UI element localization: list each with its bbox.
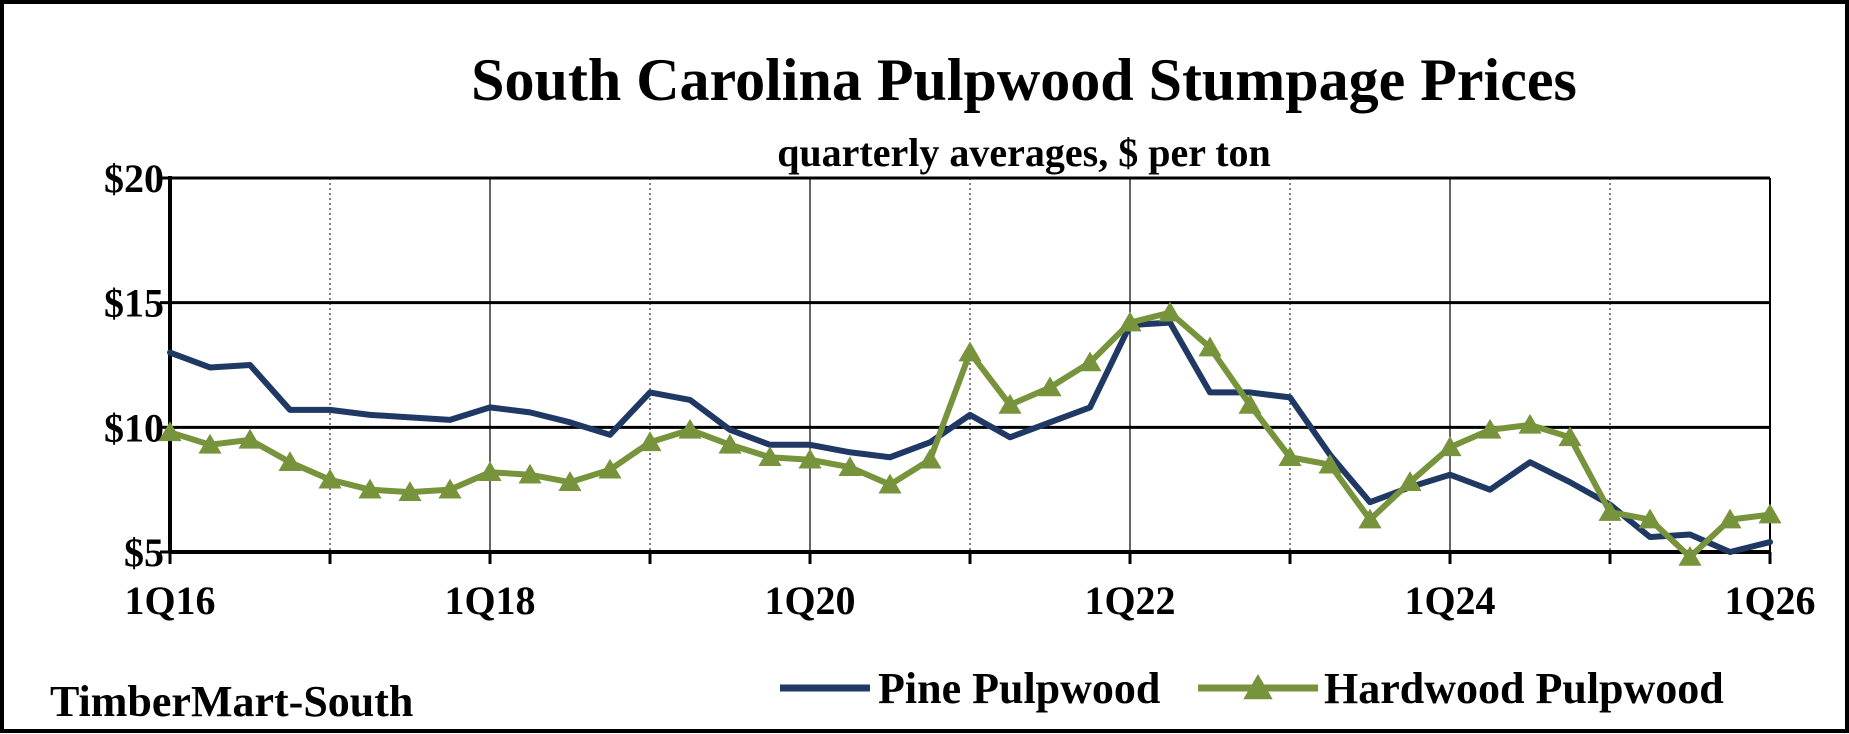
- data-point-marker: [1398, 471, 1422, 491]
- legend: Pine Pulpwood Hardwood Pulpwood: [780, 664, 1724, 713]
- data-point-marker: [158, 421, 182, 442]
- y-tick-label: $15: [104, 281, 164, 326]
- x-axis-ticks: 1Q16 1Q18 1Q20 1Q22 1Q24 1Q26: [124, 552, 1816, 623]
- y-tick-label: $20: [104, 156, 164, 201]
- x-tick-label: 1Q26: [1724, 578, 1815, 623]
- data-point-marker: [518, 463, 542, 484]
- data-point-marker: [1438, 436, 1462, 457]
- data-point-marker: [1318, 453, 1342, 474]
- data-point-marker: [558, 471, 582, 491]
- data-point-marker: [1078, 351, 1102, 372]
- data-point-marker: [638, 431, 662, 452]
- data-point-marker: [1678, 545, 1702, 566]
- legend-label: Hardwood Pulpwood: [1324, 664, 1724, 713]
- x-tick-label: 1Q24: [1404, 578, 1495, 623]
- data-point-marker: [318, 468, 342, 489]
- x-tick-label: 1Q22: [1084, 578, 1175, 623]
- data-point-marker: [758, 446, 782, 467]
- data-point-marker: [358, 478, 382, 499]
- x-tick-label: 1Q18: [444, 578, 535, 623]
- source-label: TimberMart-South: [50, 677, 413, 726]
- data-point-marker: [1758, 503, 1782, 524]
- data-point-marker: [798, 448, 822, 469]
- x-tick-label: 1Q16: [124, 578, 215, 623]
- y-tick-label: $5: [124, 530, 164, 575]
- data-point-marker: [1558, 426, 1582, 447]
- data-point-marker: [918, 448, 942, 469]
- line-chart: South Carolina Pulpwood Stumpage Prices …: [50, 47, 1816, 726]
- y-tick-label: $10: [104, 405, 164, 450]
- chart-subtitle: quarterly averages, $ per ton: [777, 130, 1271, 175]
- data-point-marker: [678, 418, 702, 439]
- data-point-marker: [998, 393, 1022, 414]
- data-point-marker: [1358, 508, 1382, 529]
- grid: [170, 176, 1770, 552]
- legend-marker: [1243, 674, 1273, 700]
- data-point-marker: [1198, 336, 1222, 357]
- data-point-marker: [1278, 446, 1302, 467]
- data-point-marker: [1638, 508, 1662, 529]
- data-point-marker: [1598, 501, 1622, 521]
- data-point-marker: [1518, 413, 1542, 434]
- data-point-marker: [438, 478, 462, 499]
- data-point-marker: [1478, 418, 1502, 439]
- series-layer: [158, 301, 1782, 566]
- data-point-marker: [1118, 311, 1142, 332]
- legend-label: Pine Pulpwood: [878, 664, 1160, 713]
- data-point-marker: [238, 428, 262, 449]
- data-point-marker: [1238, 393, 1262, 414]
- data-point-marker: [718, 433, 742, 454]
- data-point-marker: [478, 461, 502, 482]
- data-point-marker: [398, 481, 422, 501]
- chart-title: South Carolina Pulpwood Stumpage Prices: [471, 47, 1577, 113]
- x-tick-label: 1Q20: [764, 578, 855, 623]
- series-line: [167, 319, 1773, 555]
- data-point-marker: [598, 458, 622, 479]
- data-point-marker: [958, 341, 982, 362]
- data-point-marker: [1718, 508, 1742, 529]
- data-point-marker: [1038, 376, 1062, 397]
- y-axis-ticks: $5 $10 $15 $20: [104, 156, 170, 575]
- data-point-marker: [198, 433, 222, 454]
- data-point-marker: [838, 456, 862, 477]
- data-point-marker: [278, 451, 302, 472]
- data-point-marker: [1158, 301, 1182, 322]
- data-point-marker: [878, 473, 902, 494]
